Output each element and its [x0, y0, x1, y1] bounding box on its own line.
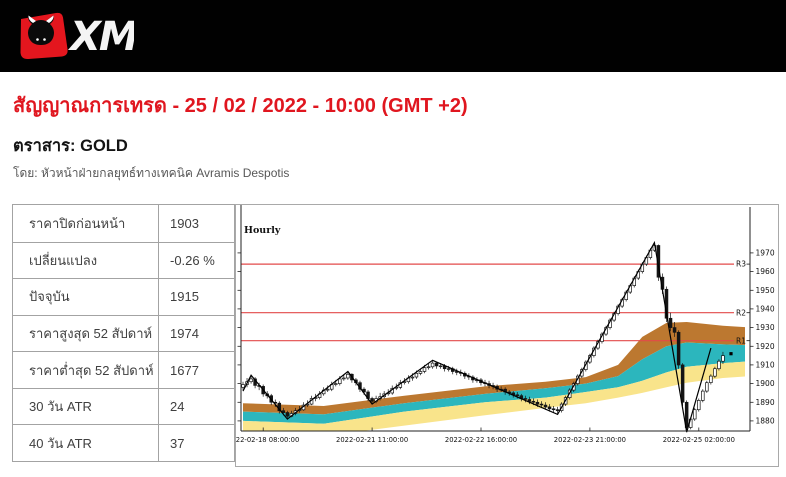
timeframe-label: Hourly: [244, 225, 281, 236]
table-row: ราคาปิดก่อนหน้า 1903: [13, 205, 234, 242]
bull-icon: [20, 12, 68, 60]
stat-value: 37: [158, 425, 234, 461]
stat-label: ราคาปิดก่อนหน้า: [29, 215, 126, 231]
resistance-label: R2: [736, 308, 746, 317]
table-row: ปัจจุบัน 1915: [13, 278, 234, 315]
stat-label: 40 วัน ATR: [29, 435, 92, 451]
byline: โดย: หัวหน้าฝ่ายกลยุทธ์ทางเทคนิค Avramis…: [13, 166, 290, 180]
price-chart-svg: R3 R2 R1 1880 1890 1900 1910 1920 1930 1940 1950 19…: [236, 205, 775, 444]
brand-wordmark: XM: [67, 14, 134, 60]
last-price-marker: [729, 352, 733, 356]
top-bar: XM: [0, 0, 786, 72]
table-row: ราคาสูงสุด 52 สัปดาห์ 1974: [13, 314, 234, 352]
stat-label: 30 วัน ATR: [29, 399, 92, 415]
y-axis-label: 1950: [756, 286, 775, 295]
stat-label: เปลี่ยนแปลง: [29, 252, 98, 268]
stat-value: -0.26 %: [158, 242, 234, 279]
y-axis-label: 1890: [756, 398, 775, 407]
x-axis-label: 2022-02-25 02:00:00: [663, 436, 735, 444]
x-axis-label: 2022-02-22 16:00:00: [445, 436, 517, 444]
stat-value: 1677: [158, 352, 234, 388]
stat-label: ราคาสูงสุด 52 สัปดาห์: [29, 325, 153, 341]
stat-label: ราคาต่ำสุด 52 สัปดาห์: [29, 362, 154, 378]
page-title: สัญญาณการเทรด - 25 / 02 / 2022 - 10:00 (…: [13, 95, 468, 117]
ma-ribbon: [243, 322, 745, 431]
stats-table: ราคาปิดก่อนหน้า 1903 เปลี่ยนแปลง -0.26 % ปัจ…: [12, 204, 235, 462]
resistance-label: R1: [736, 336, 746, 345]
x-axis-label: 2022-02-18 08:00:00: [236, 436, 299, 444]
y-axis-label: 1930: [756, 323, 775, 332]
stat-value: 1903: [158, 205, 234, 242]
y-axis-label: 1910: [756, 361, 775, 370]
table-row: เปลี่ยนแปลง -0.26 %: [13, 241, 234, 279]
y-axis-label: 1920: [756, 342, 775, 351]
y-axis-label: 1880: [756, 417, 775, 426]
y-axis-label: 1900: [756, 379, 775, 388]
zigzag-line: [242, 240, 712, 433]
y-axis-label: 1970: [756, 249, 775, 258]
table-row: 40 วัน ATR 37: [13, 424, 234, 461]
stat-value: 1915: [158, 279, 234, 315]
stat-value: 24: [158, 388, 234, 425]
stat-value: 1974: [158, 315, 234, 352]
y-axis-label: 1960: [756, 267, 775, 276]
xm-logo[interactable]: XM: [12, 11, 134, 61]
table-row: 30 วัน ATR 24: [13, 387, 234, 425]
content-row: ราคาปิดก่อนหน้า 1903 เปลี่ยนแปลง -0.26 % ปัจ…: [12, 204, 786, 467]
instrument-title: ตราสาร: GOLD: [13, 137, 128, 155]
stat-label: ปัจจุบัน: [29, 289, 70, 305]
x-axis-label: 2022-02-21 11:00:00: [336, 436, 408, 444]
price-chart: R3 R2 R1 1880 1890 1900 1910 1920 1930 1940 1950 19…: [235, 204, 779, 467]
resistance-label: R3: [736, 260, 746, 269]
table-row: ราคาต่ำสุด 52 สัปดาห์ 1677: [13, 351, 234, 388]
x-axis-label: 2022-02-23 21:00:00: [554, 436, 626, 444]
y-axis-label: 1940: [756, 305, 775, 314]
